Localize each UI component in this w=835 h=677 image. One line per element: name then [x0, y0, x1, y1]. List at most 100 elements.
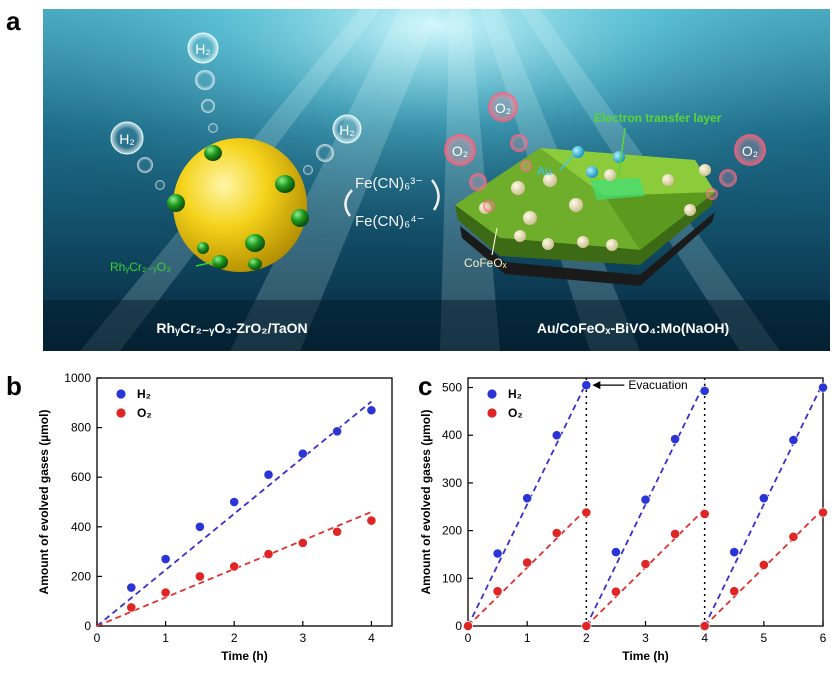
- x-tick-label: 2: [231, 631, 238, 645]
- h2-bubble-label: H₂: [339, 122, 355, 138]
- rhcr-cocatalyst-dots: [167, 145, 309, 270]
- h2-bubbles: [110, 32, 362, 190]
- x-tick-label: 2: [583, 631, 590, 645]
- x-tick-label: 4: [701, 631, 708, 645]
- cocatalyst-label: RhᵧCr₂₋ᵧO₃: [110, 260, 171, 274]
- h2-data-point: [263, 469, 274, 480]
- h2-data-point: [788, 435, 799, 445]
- x-tick-label: 6: [820, 631, 827, 645]
- h2-fit-line: [96, 400, 372, 627]
- y-tick-label: 1000: [64, 371, 91, 385]
- h2-data-point: [332, 426, 343, 437]
- o2-data-point: [297, 538, 308, 548]
- h2-data-point: [818, 382, 828, 393]
- o2-bubble-label: O₂: [495, 100, 511, 116]
- x-axis-label: Time (h): [622, 649, 668, 663]
- o2-data-point: [263, 549, 274, 559]
- x-tick-label: 5: [760, 631, 767, 645]
- o2-data-point: [332, 526, 343, 537]
- o2-data-point: [758, 560, 769, 570]
- h2-bubble-label: H₂: [195, 41, 211, 57]
- o2-data-point: [640, 559, 651, 569]
- o2-data-point: [463, 621, 473, 631]
- left-catalyst-label: RhᵧCr₂₋ᵧO₃-ZrO₂/TaON: [156, 320, 307, 336]
- o2-bubble-label: O₂: [742, 143, 758, 159]
- y-tick-label: 200: [71, 569, 91, 583]
- x-tick-label: 1: [162, 631, 169, 645]
- legend-label-h2: H₂: [137, 387, 151, 401]
- chart-c: 0 1 2 3 4 5 6 0 100 200 300 400 500 Time (h) Amount of…: [419, 377, 828, 663]
- legend-label-h2: H₂: [508, 387, 522, 401]
- cycle-arrow-right: [431, 179, 440, 211]
- x-tick-label: 3: [642, 631, 649, 645]
- legend-marker-o2: [116, 408, 126, 418]
- o2-data-point: [522, 557, 533, 568]
- h2-data-point: [670, 434, 680, 444]
- o2-data-point: [670, 529, 680, 539]
- plot-frame: [96, 377, 393, 627]
- legend-marker-h2: [487, 389, 497, 399]
- evacuation-arrowhead: [592, 381, 601, 390]
- o2-data-point: [126, 602, 137, 613]
- right-catalyst-label: Au/CoFeOₓ-BiVO₄:Mo(NaOH): [537, 320, 729, 336]
- o2-data-point: [581, 507, 592, 518]
- tanon-sphere: [167, 138, 309, 272]
- o2-data-point: [492, 586, 503, 597]
- panel-label-b: b: [6, 371, 22, 401]
- h2-data-point: [492, 548, 503, 559]
- o2-data-point: [160, 587, 171, 598]
- h2-data-point: [160, 554, 171, 564]
- y-axis-label: Amount of evolved gases (µmol): [419, 410, 433, 595]
- o2-data-point: [611, 586, 621, 597]
- mediator-oxidized: Fe(CN)₆³⁻: [355, 175, 423, 192]
- x-axis-label: Time (h): [221, 649, 267, 663]
- o2-data-point: [195, 571, 205, 582]
- o2-data-point: [788, 531, 799, 542]
- y-tick-label: 200: [442, 524, 462, 538]
- h2-data-point: [611, 547, 621, 557]
- mediator-reduced: Fe(CN)₆⁴⁻: [355, 213, 425, 230]
- h2-data-point: [522, 493, 533, 504]
- o2-data-point: [699, 509, 710, 519]
- h2-data-point: [297, 448, 308, 459]
- o2-data-point: [229, 561, 240, 572]
- o2-bubbles: [444, 92, 766, 212]
- h2-data-point: [699, 385, 710, 396]
- y-axis-label: Amount of evolved gases (µmol): [37, 410, 51, 595]
- o2-data-point: [729, 586, 740, 597]
- o2-data-point: [366, 515, 377, 526]
- y-tick-label: 500: [442, 381, 462, 395]
- h2-fit-line: [703, 382, 824, 627]
- x-tick-label: 0: [465, 631, 472, 645]
- h2-data-point: [640, 494, 651, 505]
- legend-marker-o2: [487, 408, 497, 418]
- h2-data-point: [195, 521, 205, 532]
- y-tick-label: 400: [71, 520, 91, 534]
- au-label: Au: [537, 164, 552, 178]
- h2-data-point: [729, 547, 740, 557]
- h2-data-point: [366, 405, 377, 416]
- y-tick-label: 0: [455, 619, 462, 633]
- y-tick-label: 100: [442, 571, 462, 585]
- panel-label-a: a: [6, 6, 21, 36]
- illustration-panel: a H₂ H₂ H₂ RhᵧCr₂₋ᵧO₃ Fe(CN)₆³⁻ Fe(CN: [6, 6, 830, 351]
- h2-data-point: [229, 497, 240, 507]
- y-tick-label: 600: [71, 470, 91, 484]
- evacuation-annotation: Evacuation: [628, 378, 687, 392]
- h2-data-point: [581, 380, 592, 391]
- x-tick-label: 1: [524, 631, 531, 645]
- o2-data-point: [551, 528, 562, 538]
- cycle-arrow-left: [344, 189, 353, 217]
- o2-bubble-label: O₂: [452, 143, 468, 159]
- y-tick-label: 0: [84, 619, 91, 633]
- o2-data-point: [699, 621, 710, 631]
- legend-label-o2: O₂: [508, 406, 523, 420]
- x-tick-label: 4: [368, 631, 375, 645]
- cofeox-label: CoFeOₓ: [464, 256, 507, 270]
- legend-label-o2: O₂: [137, 406, 152, 420]
- x-tick-label: 3: [299, 631, 306, 645]
- panel-label-c: c: [418, 371, 432, 401]
- y-tick-label: 400: [442, 428, 462, 442]
- h2-data-point: [126, 582, 137, 593]
